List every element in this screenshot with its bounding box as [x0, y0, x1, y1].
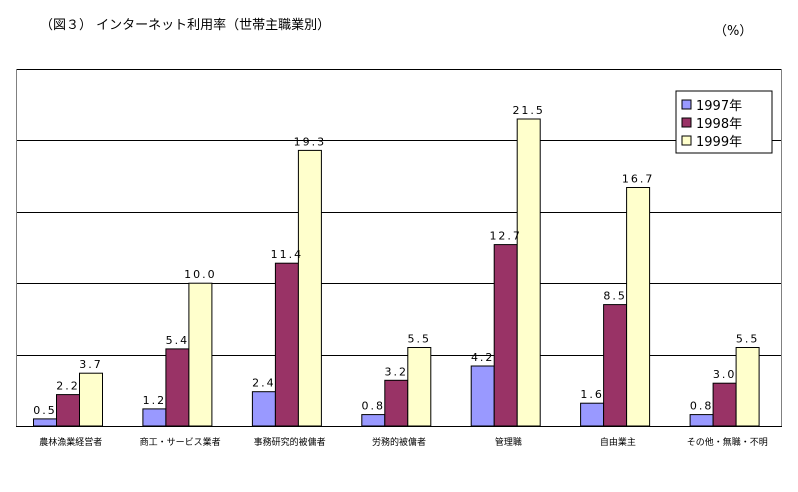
legend-label: 1997年 — [696, 99, 742, 114]
bar — [297, 149, 322, 427]
category-label: 自由業主 — [600, 436, 636, 448]
gridlines — [16, 69, 782, 356]
category-label: その他・無職・不明 — [687, 436, 768, 448]
unit-label: （%） — [714, 24, 753, 39]
bar — [516, 118, 541, 427]
data-label: 5.4 — [166, 334, 190, 347]
data-label: 8.5 — [603, 290, 627, 303]
bar — [580, 402, 605, 427]
bar — [56, 394, 80, 427]
data-label: 19.3 — [294, 135, 327, 148]
bar — [603, 304, 628, 427]
data-label: 1.2 — [143, 394, 167, 407]
category-label: 管理職 — [495, 436, 522, 448]
bar — [735, 347, 760, 427]
data-label: 3.7 — [79, 358, 103, 371]
data-label: 3.2 — [385, 365, 409, 378]
data-label: 4.2 — [471, 351, 495, 364]
category-labels: 農林漁業経営者 商工・サービス業者 事務研究的被傭者 労務的被傭者 管理職 自由業主 その他… — [39, 436, 768, 448]
legend-label: 1998年 — [696, 117, 742, 132]
data-label: 10.0 — [184, 268, 217, 281]
data-label: 2.4 — [252, 377, 276, 390]
chart-title: （図３） インターネット利用率（世帯主職業別） — [40, 18, 331, 33]
data-label: 2.2 — [56, 380, 80, 393]
category-label: 農林漁業経営者 — [39, 436, 102, 448]
bar — [165, 348, 190, 427]
bar — [274, 262, 299, 427]
category-label: 事務研究的被傭者 — [254, 436, 326, 448]
data-label: 0.8 — [362, 400, 386, 413]
legend-label: 1999年 — [696, 135, 742, 150]
bar — [361, 414, 386, 427]
bar — [79, 372, 103, 427]
legend: 1997年 1998年 1999年 — [675, 90, 773, 154]
legend-swatch — [681, 99, 692, 110]
data-label: 16.7 — [622, 173, 655, 186]
data-label: 5.5 — [736, 333, 760, 346]
value-labels: 0.5 2.2 3.7 1.2 5.4 10.0 2.4 11.4 19.3 0.8 3.2 5.5 4… — [33, 104, 760, 417]
bar — [384, 379, 409, 427]
bar — [626, 187, 651, 427]
bars — [33, 118, 760, 427]
legend-box — [675, 90, 773, 154]
bar — [188, 282, 213, 427]
data-label: 12.7 — [489, 230, 522, 243]
data-label: 11.4 — [271, 248, 304, 261]
data-label: 3.0 — [713, 368, 737, 381]
bar — [407, 347, 432, 427]
data-label: 21.5 — [512, 104, 545, 117]
legend-swatch — [681, 117, 692, 128]
category-label: 労務的被傭者 — [372, 436, 426, 448]
data-label: 0.5 — [33, 404, 57, 417]
bar — [689, 414, 714, 427]
legend-swatch — [681, 135, 692, 146]
bar — [142, 408, 167, 427]
bar — [470, 365, 495, 427]
axes — [16, 69, 782, 427]
bar — [493, 244, 518, 427]
category-label: 商工・サービス業者 — [140, 436, 221, 448]
bar — [33, 418, 57, 427]
bar — [251, 391, 276, 427]
data-label: 5.5 — [408, 333, 432, 346]
data-label: 0.8 — [690, 400, 714, 413]
data-label: 1.6 — [580, 388, 604, 401]
bar — [712, 382, 737, 427]
